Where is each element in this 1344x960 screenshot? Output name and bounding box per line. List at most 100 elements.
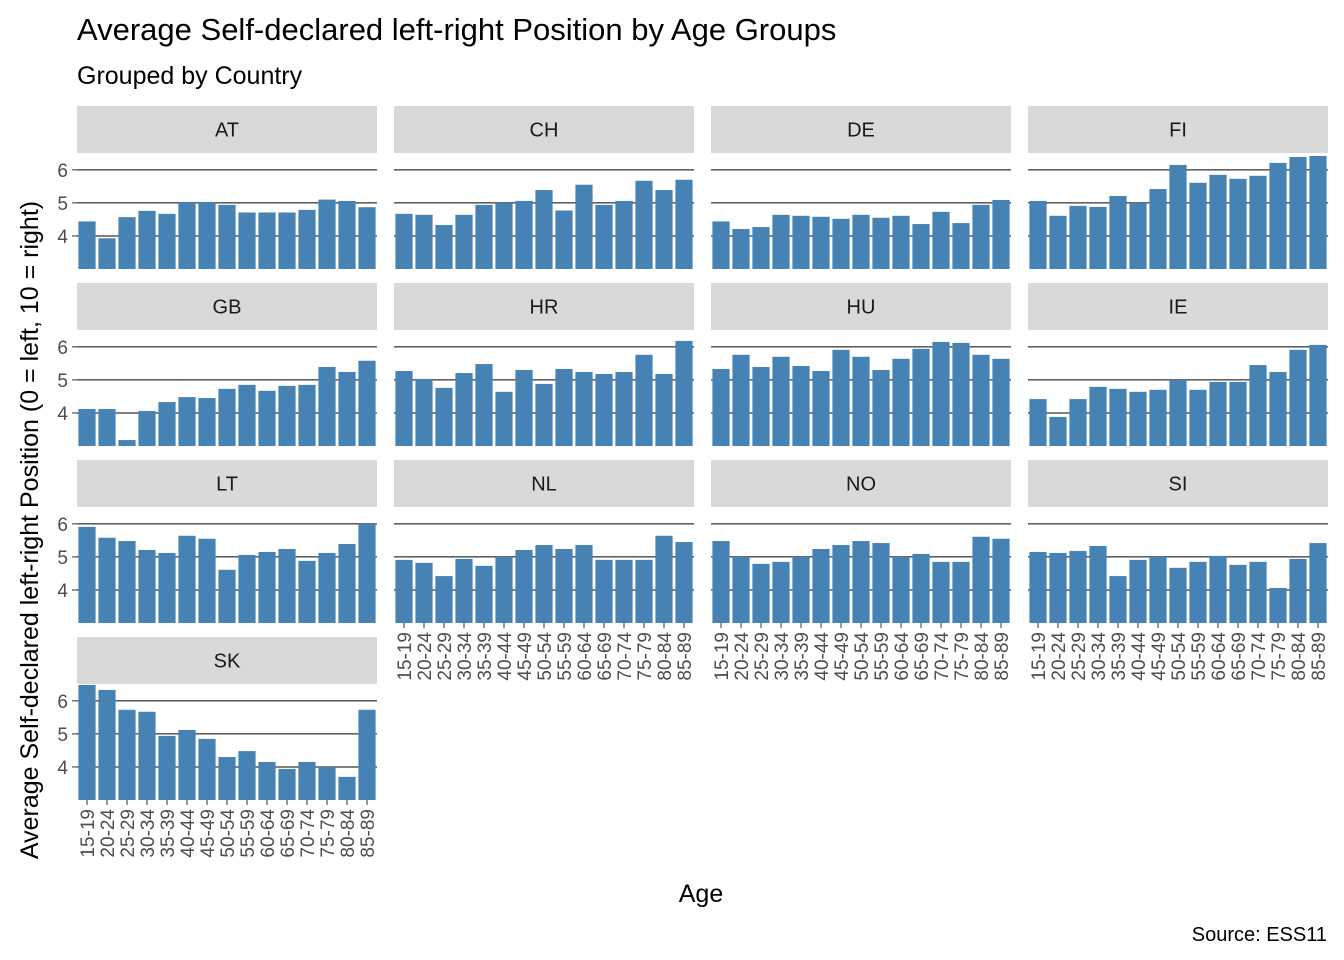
- bar-lt-20-24: [98, 537, 116, 623]
- bar-fi-30-34: [1089, 206, 1107, 269]
- bar-si-30-34: [1089, 546, 1107, 623]
- bar-at-75-79: [318, 199, 336, 269]
- x-tick-label: 85-89: [992, 632, 1013, 681]
- y-tick-label: 4: [57, 758, 68, 779]
- bar-nl-50-54: [535, 545, 553, 623]
- bar-no-30-34: [772, 561, 790, 623]
- bar-nl-40-44: [495, 556, 513, 623]
- bar-nl-70-74: [615, 559, 633, 623]
- facet-strip-label: NL: [531, 474, 557, 496]
- bar-de-55-59: [872, 217, 890, 269]
- bar-lt-80-84: [338, 544, 356, 623]
- y-tick-label: 4: [57, 581, 68, 602]
- facet-panel-si: SI 15-19 20-24 25-29 30-34 35-39 40-44 45-49 50-…: [1028, 460, 1330, 681]
- bar-no-15-19: [712, 541, 730, 623]
- bar-sk-80-84: [338, 776, 356, 800]
- y-tick-label: 6: [57, 515, 68, 536]
- y-tick-label: 4: [57, 404, 68, 425]
- bar-ie-55-59: [1189, 389, 1207, 446]
- bar-at-45-49: [198, 201, 216, 269]
- bar-sk-15-19: [78, 685, 96, 800]
- bar-at-65-69: [278, 212, 296, 269]
- bar-nl-55-59: [555, 548, 573, 623]
- bar-fi-55-59: [1189, 182, 1207, 269]
- x-tick-label: 85-89: [358, 809, 379, 858]
- x-tick-label: 20-24: [98, 809, 119, 858]
- bar-si-70-74: [1249, 561, 1267, 623]
- bar-sk-25-29: [118, 709, 136, 800]
- bar-no-45-49: [832, 545, 850, 623]
- x-tick-label: 75-79: [318, 809, 339, 858]
- bar-ch-30-34: [455, 214, 473, 269]
- bar-lt-45-49: [198, 538, 216, 623]
- bar-nl-30-34: [455, 558, 473, 623]
- x-tick-label: 20-24: [1049, 632, 1070, 681]
- bar-lt-30-34: [138, 549, 156, 623]
- bar-ch-70-74: [615, 200, 633, 269]
- bar-at-20-24: [98, 238, 116, 269]
- bar-de-30-34: [772, 214, 790, 269]
- x-tick-label: 60-64: [892, 632, 913, 681]
- bar-hu-35-39: [792, 366, 810, 446]
- bar-nl-25-29: [435, 576, 453, 623]
- facet-strip-label: LT: [216, 474, 238, 496]
- bar-at-50-54: [218, 204, 236, 269]
- x-tick-label: 25-29: [118, 809, 139, 858]
- bar-at-40-44: [178, 201, 196, 269]
- x-tick-label: 30-34: [138, 809, 159, 858]
- facet-strip: [711, 460, 1011, 507]
- bar-sk-85-89: [358, 709, 376, 800]
- bar-ie-65-69: [1229, 381, 1247, 446]
- x-tick-label: 20-24: [415, 632, 436, 681]
- bar-lt-75-79: [318, 552, 336, 623]
- y-axis-title: Average Self-declared left-right Positio…: [16, 201, 44, 859]
- bar-nl-35-39: [475, 565, 493, 623]
- facet-strip: [1028, 283, 1328, 330]
- bar-ie-80-84: [1289, 349, 1307, 446]
- bar-ch-85-89: [675, 179, 693, 269]
- x-tick-label: 80-84: [338, 809, 359, 858]
- bar-hr-70-74: [615, 371, 633, 446]
- bar-gb-65-69: [278, 385, 296, 446]
- y-tick-label: 5: [57, 725, 68, 746]
- bar-at-15-19: [78, 221, 96, 269]
- bar-de-15-19: [712, 221, 730, 269]
- bar-fi-35-39: [1109, 195, 1127, 269]
- bar-at-35-39: [158, 213, 176, 269]
- bar-hr-40-44: [495, 391, 513, 446]
- bar-gb-75-79: [318, 367, 336, 446]
- bar-hr-85-89: [675, 340, 693, 446]
- bar-hr-45-49: [515, 370, 533, 446]
- bar-si-55-59: [1189, 561, 1207, 623]
- bar-sk-30-34: [138, 711, 156, 800]
- bar-gb-60-64: [258, 390, 276, 446]
- bar-hu-45-49: [832, 349, 850, 446]
- x-tick-label: 50-54: [1169, 632, 1190, 681]
- bar-no-85-89: [992, 538, 1010, 623]
- x-tick-label: 75-79: [952, 632, 973, 681]
- x-tick-label: 70-74: [298, 809, 319, 858]
- bar-de-20-24: [732, 229, 750, 269]
- x-tick-label: 70-74: [1249, 632, 1270, 681]
- x-tick-label: 45-49: [198, 809, 219, 858]
- facet-strip: [77, 106, 377, 153]
- bar-ch-65-69: [595, 204, 613, 269]
- bar-sk-20-24: [98, 689, 116, 800]
- bar-gb-80-84: [338, 371, 356, 446]
- bar-de-80-84: [972, 204, 990, 269]
- x-tick-label: 60-64: [258, 809, 279, 858]
- bar-hr-50-54: [535, 383, 553, 446]
- facet-panel-de: DE: [711, 106, 1011, 269]
- x-tick-label: 85-89: [1309, 632, 1330, 681]
- bar-fi-65-69: [1229, 178, 1247, 269]
- bar-fi-45-49: [1149, 189, 1167, 269]
- x-tick-label: 55-59: [1189, 632, 1210, 681]
- bar-ch-45-49: [515, 200, 533, 269]
- x-tick-label: 45-49: [515, 632, 536, 681]
- x-tick-label: 45-49: [1149, 632, 1170, 681]
- x-tick-label: 25-29: [752, 632, 773, 681]
- bar-hu-65-69: [912, 348, 930, 446]
- facet-strip-label: AT: [215, 120, 239, 142]
